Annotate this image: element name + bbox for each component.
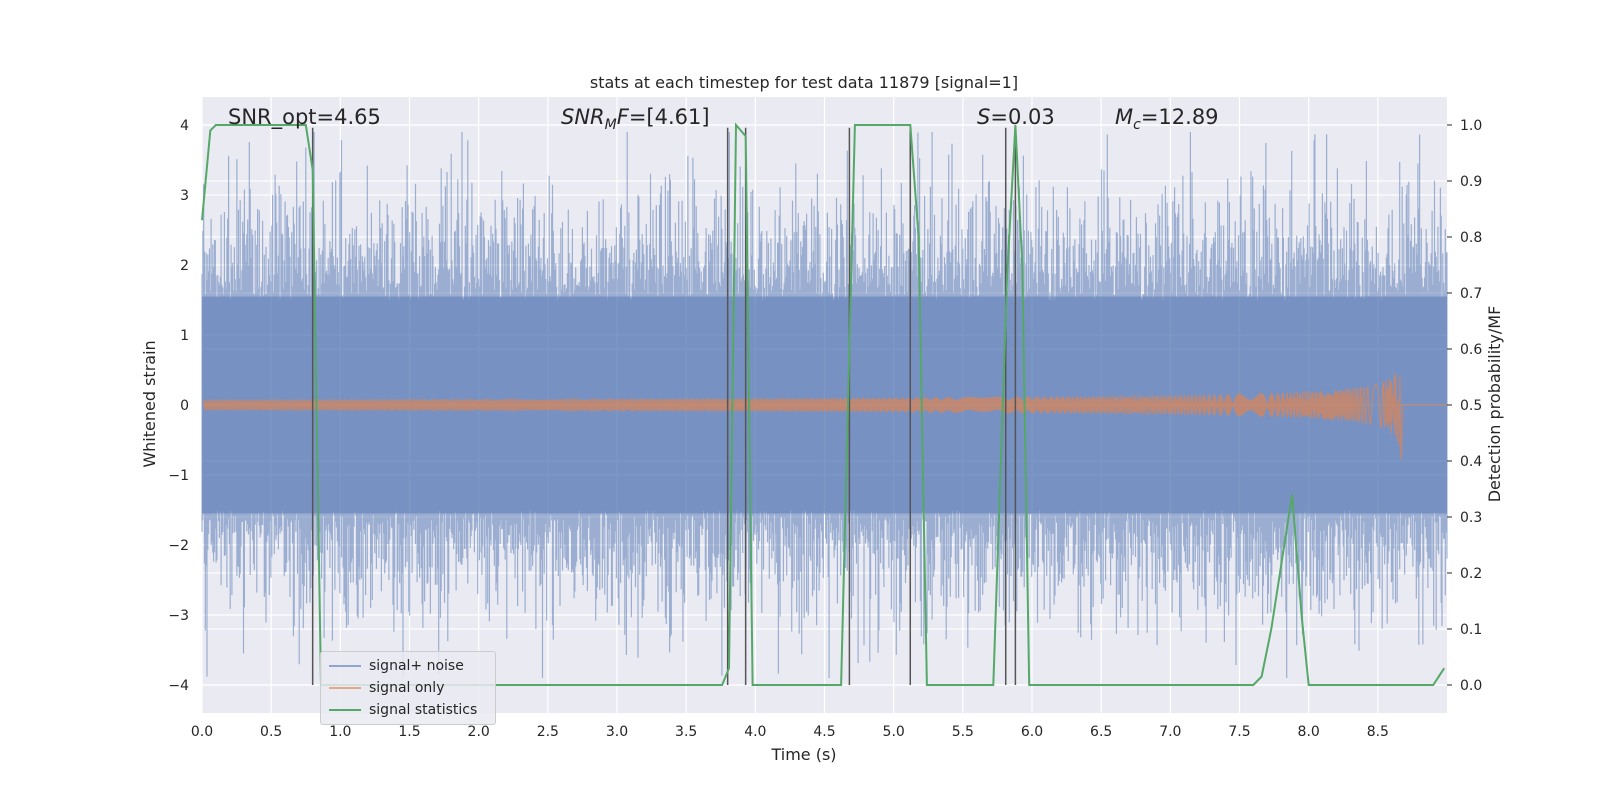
y-right-tick-label: 0.6 [1460, 342, 1482, 358]
y-right-tick-label: 0.0 [1460, 678, 1482, 694]
x-tick-label: 4.0 [744, 724, 766, 740]
x-tick-label: 3.5 [675, 724, 697, 740]
signal-series [202, 374, 1447, 460]
x-tick-label: 6.5 [1090, 724, 1112, 740]
y-axis-label-right: Detection probability/MF [1485, 306, 1504, 503]
y-left-tick-label: −3 [168, 608, 189, 624]
x-tick-label: 5.0 [883, 724, 905, 740]
legend: signal+ noise signal only signal statist… [320, 651, 496, 725]
y-right-tick-label: 0.2 [1460, 566, 1482, 582]
annotation-mc: Mc=12.89 [1115, 105, 1219, 133]
x-tick-label: 1.5 [398, 724, 420, 740]
legend-item-stats: signal statistics [329, 699, 477, 721]
x-tick-label: 8.5 [1367, 724, 1389, 740]
x-tick-label: 2.5 [537, 724, 559, 740]
y-right-tick-label: 0.4 [1460, 454, 1482, 470]
signal-trace [202, 374, 1447, 460]
y-right-tick-label: 0.1 [1460, 622, 1482, 638]
legend-swatch-signal [329, 687, 361, 689]
y-left-tick-label: 4 [180, 118, 189, 134]
chart-title: stats at each timestep for test data 118… [590, 73, 1018, 92]
y-left-tick-label: 1 [180, 328, 189, 344]
y-left-tick-label: −2 [168, 538, 189, 554]
x-tick-label: 0.5 [260, 724, 282, 740]
x-axis-label: Time (s) [770, 745, 836, 764]
x-tick-label: 8.0 [1298, 724, 1320, 740]
y-right-tick-labels: 1.0 0.9 0.8 0.7 0.6 0.5 0.4 0.3 0.2 0.1 0.0 [1447, 118, 1482, 694]
x-tick-label: 7.0 [1159, 724, 1181, 740]
x-tick-label: 5.5 [952, 724, 974, 740]
legend-item-noise: signal+ noise [329, 655, 464, 677]
legend-item-signal: signal only [329, 677, 444, 699]
x-tick-label: 4.5 [813, 724, 835, 740]
y-left-tick-label: 3 [180, 188, 189, 204]
y-right-tick-label: 0.8 [1460, 230, 1482, 246]
x-tick-label: 2.0 [468, 724, 490, 740]
y-axis-label-left: Whitened strain [140, 340, 159, 467]
y-left-tick-label: −4 [168, 678, 189, 694]
legend-swatch-stats [329, 709, 361, 711]
y-right-tick-label: 0.9 [1460, 174, 1482, 190]
x-tick-label: 0.0 [191, 724, 213, 740]
x-tick-label: 6.0 [1021, 724, 1043, 740]
annotation-s: S=0.03 [977, 105, 1055, 129]
y-left-tick-label: −1 [168, 468, 189, 484]
legend-label-noise: signal+ noise [369, 658, 464, 674]
annotation-snr-opt: SNR_opt=4.65 [228, 105, 381, 130]
x-tick-label: 7.5 [1228, 724, 1250, 740]
y-left-tick-label: 0 [180, 398, 189, 414]
y-right-tick-label: 1.0 [1460, 118, 1482, 134]
y-right-tick-label: 0.7 [1460, 286, 1482, 302]
legend-label-signal: signal only [369, 680, 445, 696]
y-left-tick-label: 2 [180, 258, 189, 274]
legend-label-stats: signal statistics [369, 702, 478, 718]
annotation-snr-mf: SNRMF=[4.61] [561, 105, 710, 133]
x-tick-labels: 0.0 0.5 1.0 1.5 2.0 2.5 3.0 3.5 4.0 4.5 5.0 5.5 6.0 6… [191, 724, 1389, 740]
x-tick-label: 3.0 [606, 724, 628, 740]
y-right-tick-label: 0.3 [1460, 510, 1482, 526]
x-tick-label: 1.0 [329, 724, 351, 740]
y-right-tick-label: 0.5 [1460, 398, 1482, 414]
legend-swatch-noise [329, 665, 361, 667]
y-left-tick-labels: 4 3 2 1 0 −1 −2 −3 −4 [168, 118, 189, 694]
